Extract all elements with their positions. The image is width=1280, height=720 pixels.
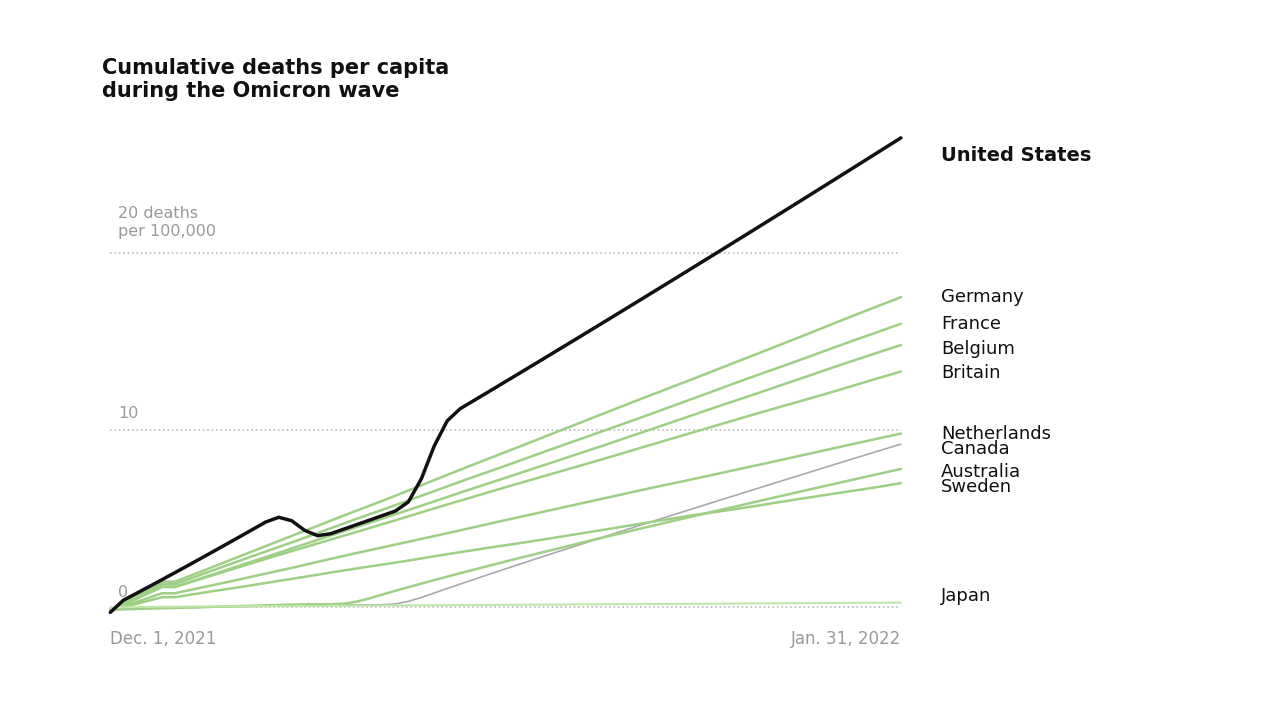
Text: Cumulative deaths per capita
during the Omicron wave: Cumulative deaths per capita during the … [102,58,449,101]
Text: 10: 10 [118,406,138,421]
Text: Germany: Germany [941,288,1024,306]
Text: Japan: Japan [941,588,991,606]
Text: France: France [941,315,1001,333]
Text: Sweden: Sweden [941,477,1012,495]
Text: Dec. 1, 2021: Dec. 1, 2021 [110,630,216,648]
Text: Belgium: Belgium [941,340,1015,358]
Text: 0: 0 [118,585,128,600]
Text: Netherlands: Netherlands [941,425,1051,443]
Text: 20 deaths
per 100,000: 20 deaths per 100,000 [118,207,216,239]
Text: Britain: Britain [941,364,1000,382]
Text: Australia: Australia [941,464,1021,482]
Text: United States: United States [941,146,1091,165]
Text: Jan. 31, 2022: Jan. 31, 2022 [791,630,901,648]
Text: Canada: Canada [941,441,1010,459]
